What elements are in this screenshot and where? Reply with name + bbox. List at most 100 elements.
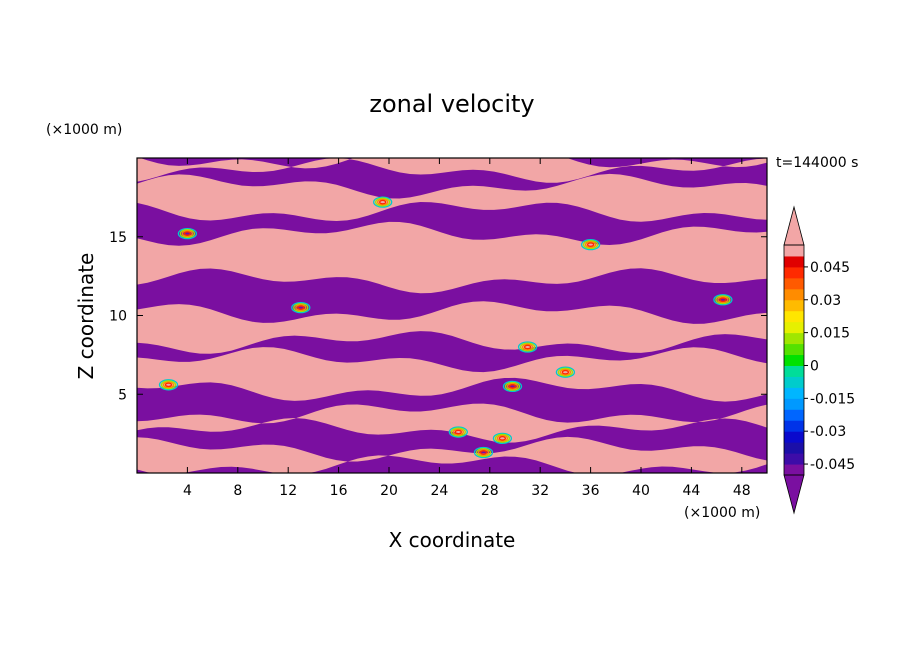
colorbar-swatch (784, 321, 804, 334)
colorbar-top-arrow (783, 205, 805, 246)
field-patch (473, 446, 494, 459)
field-patch (377, 198, 389, 206)
colorbar-swatch (784, 277, 804, 290)
field-patch (713, 294, 733, 306)
y-axis: 5 10 15 (109, 230, 767, 403)
colorbar-swatch (784, 376, 804, 388)
field-patch (181, 230, 194, 238)
x-tick-label: 12 (279, 483, 297, 499)
positive-band (137, 436, 767, 473)
field-patch (160, 380, 177, 390)
field-patch (586, 242, 595, 247)
x-tick-label: 16 (330, 483, 348, 499)
positive-band (137, 301, 767, 354)
field-patch (164, 382, 173, 388)
field-patch (179, 229, 196, 239)
positive-band (137, 158, 767, 183)
x-tick-label: 32 (531, 483, 549, 499)
x-axis: 4 8 12 16 20 24 28 32 36 40 44 48 (183, 158, 751, 499)
x-tick-label: 44 (682, 483, 700, 499)
y-axis-unit: (×1000 m) (46, 122, 122, 138)
field-patch (494, 433, 511, 443)
field-patch (555, 366, 576, 378)
x-tick-label: 4 (183, 483, 192, 499)
field-patch (291, 301, 311, 314)
colorbar-swatch (784, 431, 804, 443)
field-patch (517, 341, 538, 353)
field-patch (375, 197, 391, 207)
field-patch (584, 241, 597, 249)
field-patch (177, 227, 198, 240)
colorbar-swatch (784, 354, 804, 366)
positive-band (137, 347, 767, 402)
field-patch (475, 447, 492, 458)
field-patch (561, 369, 570, 375)
field-patch (297, 305, 305, 310)
colorbar-tick-label: -0.045 (810, 457, 855, 473)
field-patch (582, 240, 599, 250)
colorbar-tick-label: 0 (810, 358, 819, 374)
field-patch (496, 434, 509, 442)
field-patch (448, 426, 468, 438)
chart-title: zonal velocity (369, 90, 534, 118)
field-patch (158, 379, 179, 391)
colorbar-bottom-arrow (783, 474, 805, 515)
field-patch (506, 382, 519, 390)
colorbar-swatch (784, 365, 804, 377)
colorbar-swatch (784, 464, 804, 476)
field-patch (373, 196, 393, 208)
x-tick-label: 20 (380, 483, 398, 499)
field-patch (454, 429, 462, 435)
colorbar-tick-label: 0.015 (810, 326, 850, 342)
positive-band (137, 221, 767, 294)
colorbar-swatch (784, 332, 804, 345)
x-axis-unit: (×1000 m) (684, 505, 760, 521)
y-tick-label: 5 (118, 387, 127, 403)
colorbar-tick-label: -0.03 (810, 424, 846, 440)
colorbar-tick-label: 0.045 (810, 260, 850, 276)
colorbar-swatch (784, 310, 804, 323)
field-patch (162, 381, 175, 389)
field-patch (521, 343, 534, 351)
field-patch (557, 367, 574, 377)
positive-band (137, 403, 767, 443)
field-patch (502, 380, 523, 393)
field-patch (498, 435, 507, 441)
colorbar-frame (783, 244, 805, 476)
colorbar-swatch (784, 409, 804, 421)
colorbar-swatch (784, 442, 804, 454)
colorbar-swatch (784, 398, 804, 410)
colorbar-tick-label: -0.015 (810, 391, 855, 407)
field-patch (450, 427, 466, 437)
field-patch (504, 381, 521, 391)
colorbar-swatch (784, 245, 804, 257)
velocity-patches (158, 196, 733, 459)
x-tick-label: 28 (481, 483, 499, 499)
y-tick-label: 15 (109, 230, 127, 246)
colorbar: -0.045 -0.03 -0.015 0 0.015 0.03 0.045 (783, 205, 855, 515)
colorbar-swatch (784, 266, 804, 279)
y-tick-label: 10 (109, 309, 127, 325)
field-patch (479, 450, 488, 455)
colorbar-swatch (784, 420, 804, 432)
colorbar-swatch (784, 343, 804, 356)
field-patch (477, 449, 490, 456)
x-tick-label: 36 (582, 483, 600, 499)
x-tick-label: 24 (430, 483, 448, 499)
field-patch (519, 342, 536, 352)
x-tick-label: 40 (632, 483, 650, 499)
field-patch (580, 238, 601, 251)
positive-band (137, 173, 767, 222)
field-patch (452, 428, 464, 436)
field-patch (183, 231, 192, 236)
colorbar-swatch (784, 299, 804, 312)
x-axis-label: X coordinate (389, 528, 516, 552)
field-patch (523, 344, 532, 350)
colorbar-swatch (784, 387, 804, 399)
field-patch (719, 297, 727, 303)
field-patch (295, 304, 307, 312)
field-patch (717, 296, 729, 304)
colorbar-swatch (784, 255, 804, 268)
field-patch (492, 432, 513, 445)
